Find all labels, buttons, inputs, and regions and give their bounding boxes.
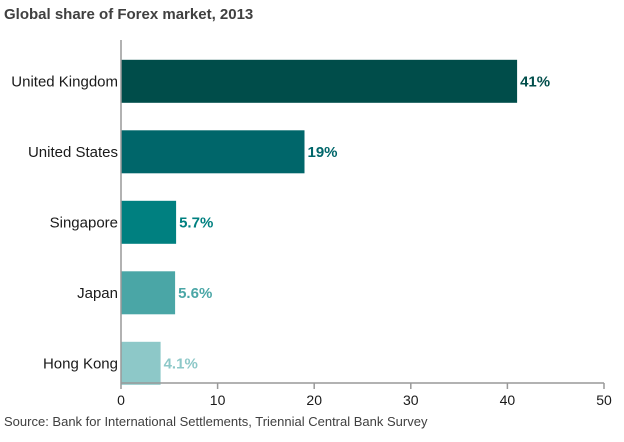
bar [121, 341, 161, 385]
x-tick-label: 20 [306, 392, 322, 408]
x-tick-label: 30 [403, 392, 419, 408]
category-label: Singapore [50, 214, 118, 231]
bar [121, 59, 518, 103]
x-tick-label: 50 [596, 392, 612, 408]
bar [121, 271, 176, 315]
value-label: 4.1% [164, 355, 198, 372]
category-label: Japan [77, 285, 118, 302]
category-label: United Kingdom [11, 73, 118, 90]
value-label: 19% [308, 144, 338, 161]
bar [121, 200, 177, 244]
value-label: 5.6% [178, 285, 212, 302]
x-tick-label: 10 [210, 392, 226, 408]
value-label: 5.7% [179, 214, 213, 231]
x-tick-label: 0 [117, 392, 125, 408]
category-label: United States [28, 144, 118, 161]
chart-source: Source: Bank for International Settlemen… [4, 414, 428, 429]
category-label: Hong Kong [43, 355, 118, 372]
bar [121, 130, 305, 174]
chart-title: Global share of Forex market, 2013 [4, 6, 254, 23]
value-label: 41% [520, 73, 550, 90]
x-tick-label: 40 [500, 392, 516, 408]
